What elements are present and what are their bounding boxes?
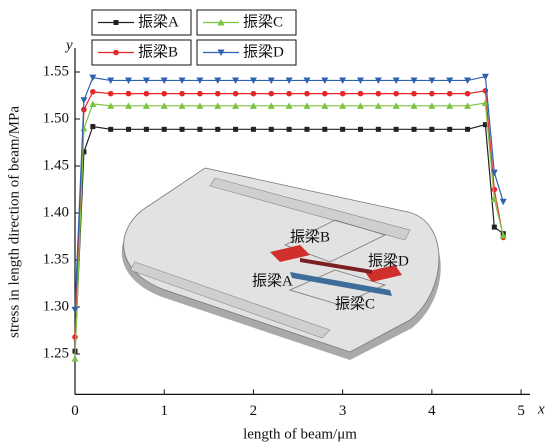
y-tick-label: 1.50 (43, 110, 69, 126)
marker (412, 127, 417, 132)
marker (126, 127, 131, 132)
legend-label: 振梁A (138, 13, 179, 30)
legend-item: 振梁A (92, 10, 191, 35)
marker (144, 127, 149, 132)
legend-item: 振梁B (92, 40, 191, 65)
y-axis-title: stress in length direction of beam/MPa (6, 106, 22, 338)
x-tick-label: 3 (339, 403, 347, 419)
legend-label: 振梁B (138, 43, 178, 60)
marker (269, 127, 274, 132)
marker (304, 91, 310, 97)
marker (114, 20, 119, 25)
marker (304, 127, 309, 132)
marker (376, 91, 382, 97)
marker (251, 127, 256, 132)
marker (465, 91, 471, 97)
marker (179, 91, 185, 97)
marker (376, 127, 381, 132)
marker (80, 125, 87, 132)
y-tick-label: 1.40 (43, 204, 69, 220)
marker (411, 91, 417, 97)
marker (286, 91, 292, 97)
marker (340, 91, 346, 97)
diagram-label: 振梁D (368, 252, 409, 269)
legend-item: 振梁D (197, 40, 296, 65)
marker (113, 50, 119, 56)
marker (492, 187, 498, 193)
marker (90, 124, 95, 129)
diagram-label: 振梁A (252, 272, 293, 289)
marker (144, 91, 150, 97)
marker (429, 91, 435, 97)
chart: x y length of beam/μm stress in length d… (0, 0, 548, 444)
marker (394, 127, 399, 132)
marker (251, 91, 257, 97)
diagram-label: 振梁C (335, 295, 375, 312)
x-tick-label: 4 (428, 403, 436, 419)
marker (322, 127, 327, 132)
y-tick-label: 1.55 (43, 63, 69, 79)
legend-label: 振梁C (243, 13, 283, 30)
x-tick-label: 0 (71, 403, 79, 419)
marker (108, 127, 113, 132)
marker (358, 91, 364, 97)
x-tick-label: 1 (160, 403, 168, 419)
marker (233, 91, 239, 97)
marker (162, 127, 167, 132)
marker (287, 127, 292, 132)
y-tick-label: 1.30 (43, 298, 69, 314)
legend-label: 振梁D (243, 43, 284, 60)
marker (393, 91, 399, 97)
marker (72, 355, 79, 362)
x-tick-label: 2 (250, 403, 258, 419)
y-tick-label: 1.25 (43, 345, 69, 361)
x-axis-title: length of beam/μm (243, 426, 357, 442)
marker (161, 91, 167, 97)
marker (447, 127, 452, 132)
marker (215, 127, 220, 132)
x-tick-label: 5 (517, 403, 525, 419)
marker (197, 127, 202, 132)
marker (90, 89, 96, 95)
marker (80, 97, 87, 104)
marker (268, 91, 274, 97)
marker (492, 225, 497, 230)
marker (465, 127, 470, 132)
marker (215, 91, 221, 97)
marker (340, 127, 345, 132)
legend-item: 振梁C (197, 10, 296, 35)
marker (233, 127, 238, 132)
marker (108, 91, 114, 97)
y-tick-label: 1.45 (43, 157, 69, 173)
marker (447, 91, 453, 97)
marker (72, 334, 78, 340)
marker (322, 91, 328, 97)
marker (197, 91, 203, 97)
marker (126, 91, 132, 97)
y-axis-letter: y (64, 37, 73, 53)
marker (358, 127, 363, 132)
diagram-label: 振梁B (290, 228, 330, 245)
marker (500, 199, 507, 206)
x-axis-letter: x (537, 401, 545, 417)
y-tick-label: 1.35 (43, 251, 69, 267)
marker (429, 127, 434, 132)
marker (180, 127, 185, 132)
